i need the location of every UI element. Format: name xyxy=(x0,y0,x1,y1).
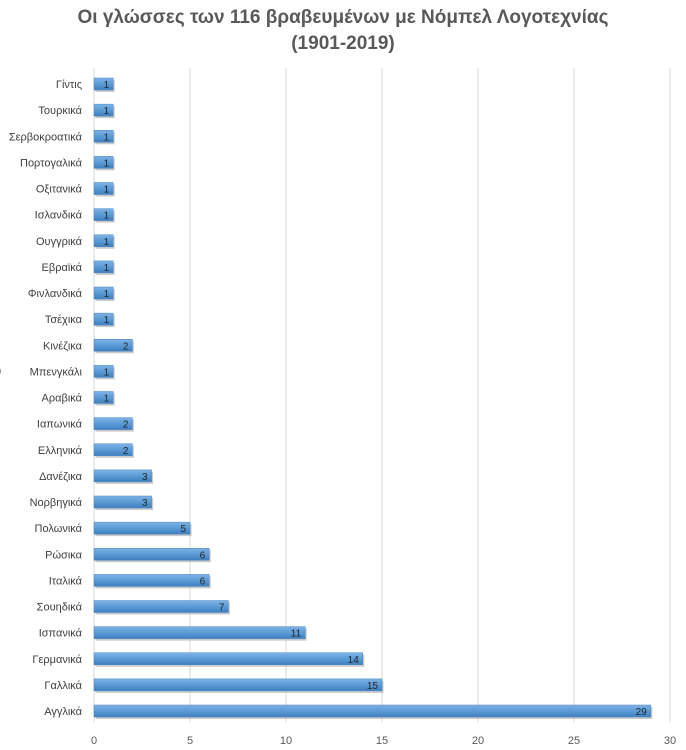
bar xyxy=(93,443,133,456)
category-label: Πολωνικά xyxy=(35,523,83,535)
bar-value-label: 2 xyxy=(123,341,129,352)
chart-title-line1: Οι γλώσσες των 116 βραβευμένων με Νόμπελ… xyxy=(77,7,609,28)
category-label: Ισλανδικά xyxy=(35,210,83,222)
category-label: Ιαπωνικά xyxy=(37,419,83,431)
category-label: Δανέζικα xyxy=(39,471,83,483)
bar-value-label: 1 xyxy=(104,367,110,378)
bar-value-label: 6 xyxy=(200,576,206,587)
bar xyxy=(93,182,114,195)
category-label: Γερμανικά xyxy=(32,654,82,666)
gridlines xyxy=(93,68,671,722)
x-tick-label: 15 xyxy=(376,735,388,747)
x-tick-label: 25 xyxy=(568,735,580,747)
category-label: Γίντις xyxy=(56,79,82,91)
bar-value-label: 3 xyxy=(142,498,148,509)
category-label: Ισπανικά xyxy=(39,628,83,640)
category-label: Σουηδικά xyxy=(37,602,83,614)
bar xyxy=(93,312,114,326)
bar xyxy=(93,130,114,143)
category-label: Κινέζικα xyxy=(43,340,83,352)
bar xyxy=(93,704,652,718)
bar xyxy=(93,469,152,483)
x-tick-label: 10 xyxy=(280,735,292,747)
bar xyxy=(93,234,114,247)
bar xyxy=(93,548,210,561)
bar xyxy=(93,495,152,509)
bar xyxy=(93,626,306,639)
category-label: Αραβικά xyxy=(42,393,83,405)
category-label: Νορβηγικά xyxy=(30,497,83,509)
category-label: Τσέχικα xyxy=(45,314,83,326)
bar xyxy=(93,156,114,169)
bar xyxy=(93,208,114,221)
bar-value-label: 1 xyxy=(104,106,110,117)
axis-stub-label: 0 xyxy=(0,366,1,378)
category-label: Μπενγκάλι xyxy=(30,366,83,378)
bar-value-label: 1 xyxy=(104,185,110,196)
category-label: Σερβοκροατικά xyxy=(9,131,83,143)
x-tick-label: 20 xyxy=(472,735,484,747)
bar-value-label: 1 xyxy=(104,80,110,91)
x-tick-label: 0 xyxy=(91,735,97,747)
bar-value-label: 2 xyxy=(123,420,129,431)
category-label: Τουρκικά xyxy=(38,105,82,117)
category-label: Οξιτανικά xyxy=(36,184,83,196)
bar xyxy=(93,103,114,117)
category-labels: Γίντις Τουρκικά Σερβοκροατικά Πορτογαλικά Οξ… xyxy=(9,79,83,718)
x-tick-label: 30 xyxy=(664,735,676,747)
bar-value-label: 29 xyxy=(636,707,648,718)
bar-value-label: 2 xyxy=(123,446,129,457)
category-label: Γαλλικά xyxy=(44,680,82,692)
bar-value-label: 1 xyxy=(104,211,110,222)
bar xyxy=(93,77,114,91)
bar-value-label: 5 xyxy=(180,524,186,535)
category-label: Ελληνικά xyxy=(38,445,83,457)
bar-value-label: 1 xyxy=(104,315,110,326)
bar-value-label: 6 xyxy=(200,550,206,561)
bar-value-label: 3 xyxy=(142,472,148,483)
bar-value-label: 1 xyxy=(104,289,110,300)
bar-value-label: 1 xyxy=(104,158,110,169)
bar xyxy=(93,417,133,430)
bar xyxy=(93,574,210,587)
bar xyxy=(93,652,364,665)
x-axis-ticks: 0 5 10 15 20 25 30 xyxy=(91,735,676,747)
bar xyxy=(93,678,383,692)
category-label: Πορτογαλικά xyxy=(20,157,83,169)
category-label: Ουγγρικά xyxy=(36,236,83,248)
category-label: Φινλανδικά xyxy=(28,288,83,300)
bar-value-label: 14 xyxy=(348,655,360,666)
bar xyxy=(93,339,133,352)
bar xyxy=(93,365,114,378)
bar xyxy=(93,521,191,535)
bar-value-label: 1 xyxy=(104,263,110,274)
bar xyxy=(93,391,114,404)
bar-value-label: 15 xyxy=(367,681,379,692)
bar xyxy=(93,260,114,274)
bar-value-label: 7 xyxy=(219,603,225,614)
bar-value-label: 1 xyxy=(104,132,110,143)
category-label: Εβραϊκά xyxy=(42,262,83,274)
bar-value-label: 1 xyxy=(104,237,110,248)
chart-title-line2: (1901-2019) xyxy=(291,33,395,54)
bar-value-label: 11 xyxy=(291,629,302,640)
x-tick-label: 5 xyxy=(187,735,193,747)
bar-value-label: 1 xyxy=(104,394,110,405)
bar xyxy=(93,286,114,300)
bar xyxy=(93,600,229,613)
category-label: Αγγλικά xyxy=(44,706,82,718)
category-label: Ρώσικα xyxy=(45,549,83,561)
category-label: Ιταλικά xyxy=(49,575,83,587)
chart-title: Οι γλώσσες των 116 βραβευμένων με Νόμπελ… xyxy=(0,5,686,57)
